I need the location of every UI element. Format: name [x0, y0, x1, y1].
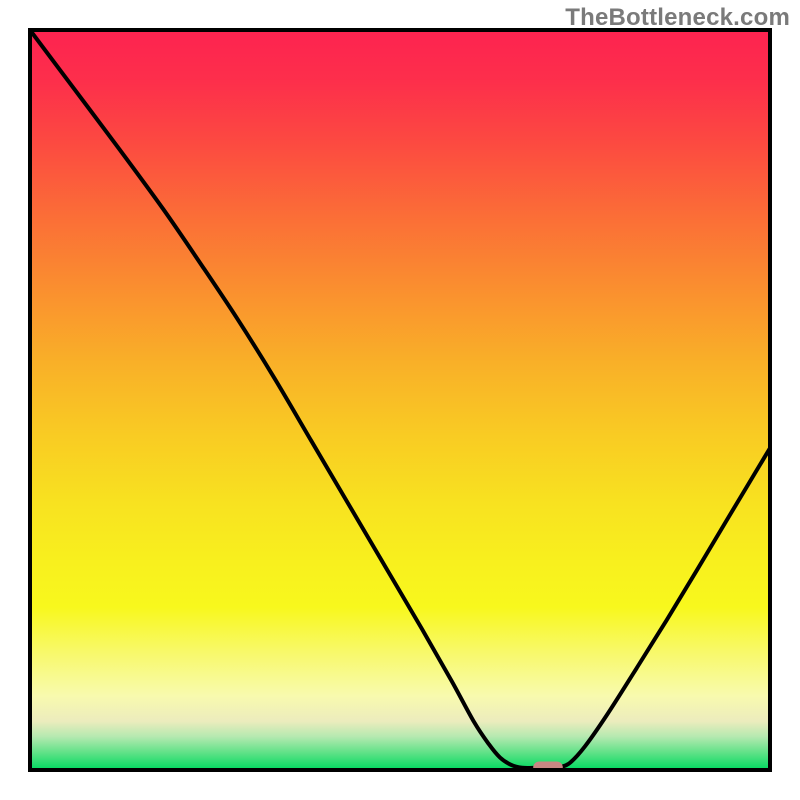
watermark-text: TheBottleneck.com: [565, 4, 790, 32]
bottleneck-chart: TheBottleneck.com: [0, 0, 800, 800]
chart-svg: [0, 0, 800, 800]
plot-area: [30, 30, 770, 773]
gradient-background: [30, 30, 770, 770]
